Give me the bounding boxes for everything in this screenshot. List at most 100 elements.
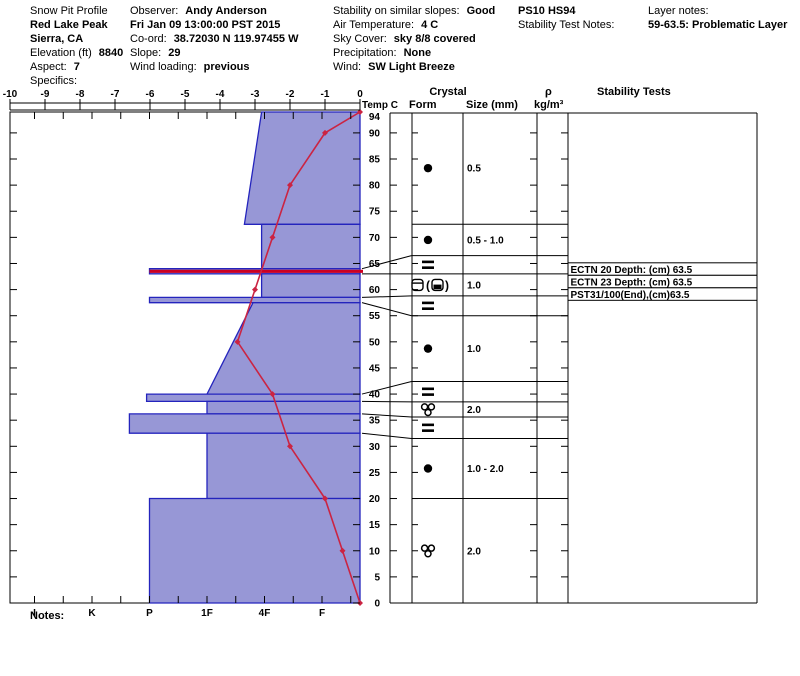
header-row: Wind: SW Light Breeze — [333, 60, 495, 74]
rounded-grains-icon — [423, 344, 433, 353]
depth-label: 70 — [369, 233, 381, 244]
depth-label: 10 — [369, 546, 381, 557]
grain-size-value: 1.0 — [467, 344, 481, 355]
temperature-point — [269, 234, 276, 241]
hardness-label: F — [319, 608, 325, 619]
crust-icon — [422, 429, 434, 432]
header-field-value: 29 — [168, 47, 181, 59]
hardness-label: K — [88, 608, 96, 619]
crust-icon — [422, 393, 434, 396]
facet-icon — [411, 278, 424, 292]
header-row: Stability on similar slopes: Good — [333, 4, 495, 18]
header-field-label: Stability on similar slopes: — [333, 5, 460, 17]
hardness-layer — [148, 497, 361, 604]
rounded-grains-icon — [423, 163, 433, 173]
depth-label: 55 — [369, 311, 381, 322]
grain-size-value: 0.5 — [467, 164, 481, 175]
hardness-layer — [128, 413, 361, 434]
header-field-label: Elevation (ft) — [30, 47, 92, 59]
header-field-value: Good — [466, 5, 496, 17]
header-field-value: 4 C — [421, 19, 439, 31]
temperature-point — [269, 391, 276, 398]
header-block: Snow Pit Profile Red Lake Peak Sierra, CA E… — [30, 4, 123, 88]
crust-icon — [422, 266, 434, 269]
depth-label: 90 — [369, 128, 381, 139]
layer-connector — [361, 255, 412, 270]
hardness-layer — [148, 296, 361, 304]
melt-cluster-icon — [424, 550, 432, 558]
header-row: Elevation (ft) 8840 — [30, 46, 123, 60]
temperature-point — [234, 338, 241, 345]
header-block: Stability on similar slopes: Good Air Temp… — [333, 4, 495, 74]
stability-test-label: ECTN 23 Depth: (cm) 63.5 — [571, 277, 693, 288]
header-row: Red Lake Peak — [30, 18, 123, 32]
header-block: Layer notes: 59-63.5: Problematic Layer — [648, 4, 787, 32]
header-field-value: previous — [203, 61, 250, 73]
depth-label: 15 — [369, 520, 381, 531]
grain-size-value: 2.0 — [467, 405, 481, 416]
header-field-label: Co-ord: — [130, 33, 167, 45]
facet-filled-icon-fill — [433, 284, 442, 290]
temperature-point — [252, 286, 258, 293]
surface-depth-label: 94 — [369, 112, 381, 123]
hardness-label: 1F — [201, 608, 213, 619]
temperature-point — [322, 129, 328, 136]
melt-cluster-icon — [424, 408, 432, 417]
header-row: Stability Test Notes: — [518, 18, 614, 32]
layer-connector — [361, 381, 412, 395]
hardness-layer — [145, 393, 361, 403]
hardness-label: P — [146, 608, 153, 619]
stability-test-box — [567, 287, 758, 301]
header-field-value: 59-63.5: Problematic Layer — [648, 19, 788, 31]
density-units-label: kg/m³ — [534, 99, 564, 111]
temp-tick-label: -3 — [251, 89, 260, 100]
hardness-layer — [206, 432, 361, 500]
temp-tick-label: 0 — [357, 89, 363, 100]
depth-label: 75 — [369, 207, 381, 218]
depth-label: 50 — [369, 337, 381, 348]
temp-tick-label: -5 — [181, 89, 190, 100]
header-row: PS10 HS94 — [518, 4, 614, 18]
crystal-column-header: Crystal — [429, 86, 467, 98]
density-column-header: ρ — [545, 86, 552, 98]
header-field-value: 8840 — [98, 47, 124, 59]
header-field-value: Andy Anderson — [185, 5, 267, 17]
layer-connector — [361, 400, 412, 403]
hardness-layer — [260, 223, 361, 270]
header-row: Layer notes: — [648, 4, 787, 18]
layer-connector — [361, 432, 412, 439]
temp-tick-label: -7 — [111, 89, 120, 100]
temp-tick-label: -9 — [41, 89, 50, 100]
header-row: Specifics: — [30, 74, 123, 88]
paren-open-icon: ( — [426, 278, 430, 292]
header-field-value: Fri Jan 09 13:00:00 PST 2015 — [130, 19, 281, 31]
rounded-grains-icon — [423, 235, 433, 245]
header-row: Wind loading: previous — [130, 60, 298, 74]
header-field-label: Precipitation: — [333, 47, 397, 59]
header-row: Sky Cover: sky 8/8 covered — [333, 32, 495, 46]
header-row: Observer: Andy Anderson — [130, 4, 298, 18]
depth-label: 45 — [369, 363, 381, 374]
grain-size-value: 2.0 — [467, 546, 481, 557]
facet-filled-icon — [431, 278, 444, 292]
header-block: Observer: Andy Anderson Fri Jan 09 13:00:0… — [130, 4, 298, 74]
depth-label: 60 — [369, 285, 381, 296]
hardness-layer — [206, 400, 361, 415]
header-field-label: Wind: — [333, 61, 362, 73]
header-field-value: Red Lake Peak — [30, 19, 108, 31]
temp-tick-label: -2 — [286, 89, 295, 100]
layer-connector — [361, 295, 412, 298]
header-field-value: None — [403, 47, 432, 59]
temp-axis-label: Temp C — [362, 100, 398, 111]
depth-label: 85 — [369, 155, 381, 166]
crust-icon — [422, 301, 434, 305]
temperature-point — [287, 182, 293, 189]
header-field-label: Stability Test Notes: — [518, 19, 615, 31]
header-field-label: Air Temperature: — [333, 19, 415, 31]
crust-icon — [422, 307, 434, 310]
depth-label: 25 — [369, 468, 381, 479]
header-row: Precipitation: None — [333, 46, 495, 60]
depth-label: 0 — [374, 599, 380, 610]
